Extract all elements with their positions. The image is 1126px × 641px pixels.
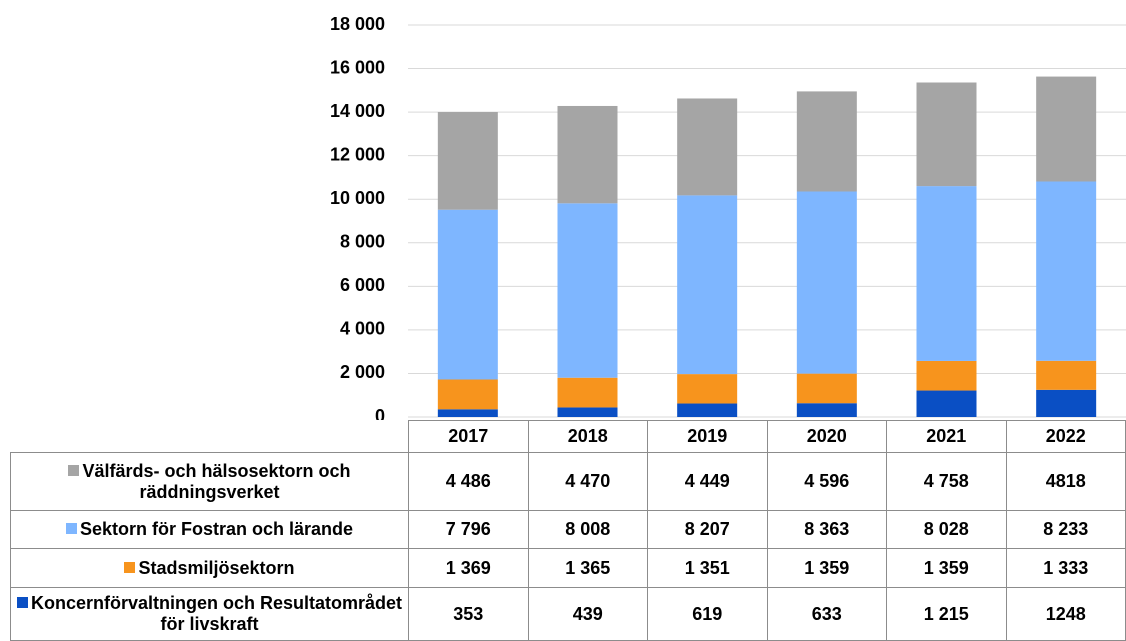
bar-segment <box>437 112 498 210</box>
value-label: 439 <box>527 587 648 641</box>
bar-segment <box>796 191 857 374</box>
value-label: 4 449 <box>647 452 768 511</box>
value-label: 1 215 <box>886 587 1007 641</box>
category-label: 2019 <box>647 420 768 453</box>
bar-segment <box>1036 360 1097 390</box>
value-label: 4 758 <box>886 452 1007 511</box>
value-label: 4 470 <box>527 452 648 511</box>
table-row: Välfärds- och hälsosektorn och räddnings… <box>10 452 1126 511</box>
value-label: 1 351 <box>647 548 768 588</box>
bar-segment <box>1036 389 1097 417</box>
value-label: 353 <box>408 587 529 641</box>
bar-segment <box>557 377 618 408</box>
value-label: 8 008 <box>527 510 648 549</box>
y-tick-label: 18 000 <box>330 14 385 34</box>
category-label: 2021 <box>886 420 1007 453</box>
legend-cell: Koncernförvaltningen och Resultatområdet… <box>10 587 409 641</box>
bar-segment <box>437 409 498 417</box>
bar-segment <box>916 186 977 361</box>
y-tick-label: 4 000 <box>340 319 385 339</box>
y-tick-label: 8 000 <box>340 232 385 252</box>
legend-swatch <box>16 597 28 608</box>
value-label: 8 028 <box>886 510 1007 549</box>
y-tick-label: 0 <box>375 406 385 420</box>
y-tick-label: 6 000 <box>340 275 385 295</box>
data-table: 2017 2018 2019 2020 2021 2022 Välfärds- och hä… <box>10 420 1126 641</box>
bar-segment <box>796 373 857 404</box>
legend-label: Välfärds- och hälsosektorn och räddnings… <box>82 460 351 502</box>
bar-segment <box>677 195 738 375</box>
table-row: Stadsmiljösektorn 1 369 1 365 1 351 1 359 1 3… <box>10 548 1126 588</box>
value-label: 619 <box>647 587 768 641</box>
legend-label: Sektorn för Fostran och lärande <box>79 519 354 539</box>
header-row: 2017 2018 2019 2020 2021 2022 <box>11 420 1126 453</box>
legend-cell: Välfärds- och hälsosektorn och räddnings… <box>10 452 409 511</box>
category-label: 2022 <box>1005 420 1126 453</box>
legend-swatch <box>124 561 136 573</box>
legend-cell: Stadsmiljösektorn <box>10 548 409 588</box>
value-label: 8 363 <box>766 510 887 549</box>
value-label: 4818 <box>1005 452 1126 511</box>
y-tick-label: 12 000 <box>330 144 385 164</box>
y-tick-label: 14 000 <box>330 101 385 121</box>
bar-segment <box>557 105 618 204</box>
y-tick-label: 10 000 <box>330 188 385 208</box>
bar-segment <box>557 407 618 417</box>
bar-segment <box>677 374 738 404</box>
legend-label: Koncernförvaltningen och Resultatområdet… <box>30 593 403 634</box>
category-label: 2020 <box>766 420 887 453</box>
category-label: 2018 <box>527 420 648 453</box>
value-label: 1248 <box>1005 587 1126 641</box>
table-row: Sektorn för Fostran och lärande 7 796 8 00… <box>10 510 1126 549</box>
value-label: 8 233 <box>1005 510 1126 549</box>
bar-segment <box>677 403 738 417</box>
bar-segment <box>677 98 738 196</box>
bar-segment <box>916 360 977 391</box>
table-row: Koncernförvaltningen och Resultatområdet… <box>10 587 1126 641</box>
blank-cell <box>11 421 409 453</box>
bar-segment <box>557 203 618 378</box>
value-label: 4 596 <box>766 452 887 511</box>
bar-segment <box>437 209 498 380</box>
y-tick-label: 2 000 <box>340 362 385 382</box>
chart: 0 2 000 4 000 6 000 8 000 10 000 12 000 14 000 1… <box>330 14 1126 420</box>
legend-swatch <box>68 464 80 476</box>
category-label: 2017 <box>408 420 529 453</box>
value-label: 8 207 <box>647 510 768 549</box>
value-label: 4 486 <box>408 452 529 511</box>
value-label: 1 359 <box>886 548 1007 588</box>
legend-swatch <box>65 523 77 534</box>
bar-segment <box>1036 181 1097 361</box>
legend-label: Stadsmiljösektorn <box>138 557 295 578</box>
bar-segment <box>437 379 498 410</box>
y-tick-label: 16 000 <box>330 57 385 77</box>
value-label: 1 369 <box>408 548 529 588</box>
bar-segment <box>1036 76 1097 182</box>
value-label: 1 365 <box>527 548 648 588</box>
value-label: 1 359 <box>766 548 887 588</box>
bar-segment <box>916 390 977 417</box>
bar-segment <box>796 403 857 417</box>
bar-segment <box>796 91 857 192</box>
value-label: 633 <box>766 587 887 641</box>
legend-cell: Sektorn för Fostran och lärande <box>10 510 409 549</box>
value-label: 7 796 <box>408 510 529 549</box>
bar-segment <box>916 82 977 187</box>
value-label: 1 333 <box>1005 548 1126 588</box>
